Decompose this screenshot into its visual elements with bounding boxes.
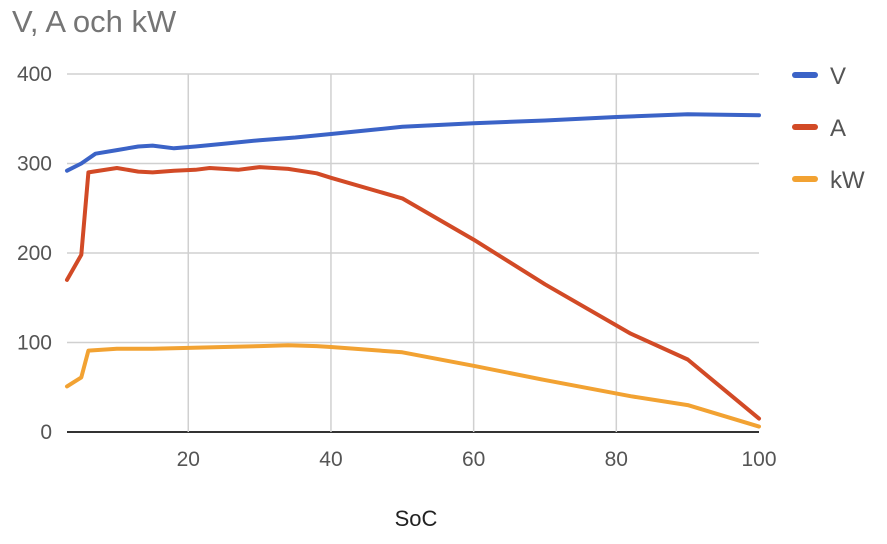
y-tick-label-400: 400 xyxy=(17,63,52,86)
legend-label-A: A xyxy=(830,115,846,142)
x-tick-label-40: 40 xyxy=(319,448,342,471)
series-line-V xyxy=(65,112,761,173)
x-axis-tick-labels: 20 40 60 80 100 xyxy=(177,448,777,471)
y-tick-label-100: 100 xyxy=(17,332,52,355)
x-axis-title: SoC xyxy=(395,506,438,531)
x-tick-label-20: 20 xyxy=(177,448,200,471)
series-line-kW xyxy=(65,343,761,429)
y-tick-label-300: 300 xyxy=(17,153,52,176)
legend-label-V: V xyxy=(830,63,846,90)
y-tick-label-0: 0 xyxy=(40,421,52,444)
chart-title: V, A och kW xyxy=(12,4,177,39)
y-axis-tick-labels: 0 100 200 300 400 xyxy=(17,63,52,444)
y-tick-label-200: 200 xyxy=(17,242,52,265)
series-lines xyxy=(65,112,761,429)
series-line-A xyxy=(65,165,761,421)
x-tick-label-60: 60 xyxy=(462,448,485,471)
x-tick-label-100: 100 xyxy=(741,448,776,471)
legend-label-kW: kW xyxy=(830,167,865,194)
grid-lines xyxy=(67,73,759,433)
x-tick-label-80: 80 xyxy=(605,448,628,471)
